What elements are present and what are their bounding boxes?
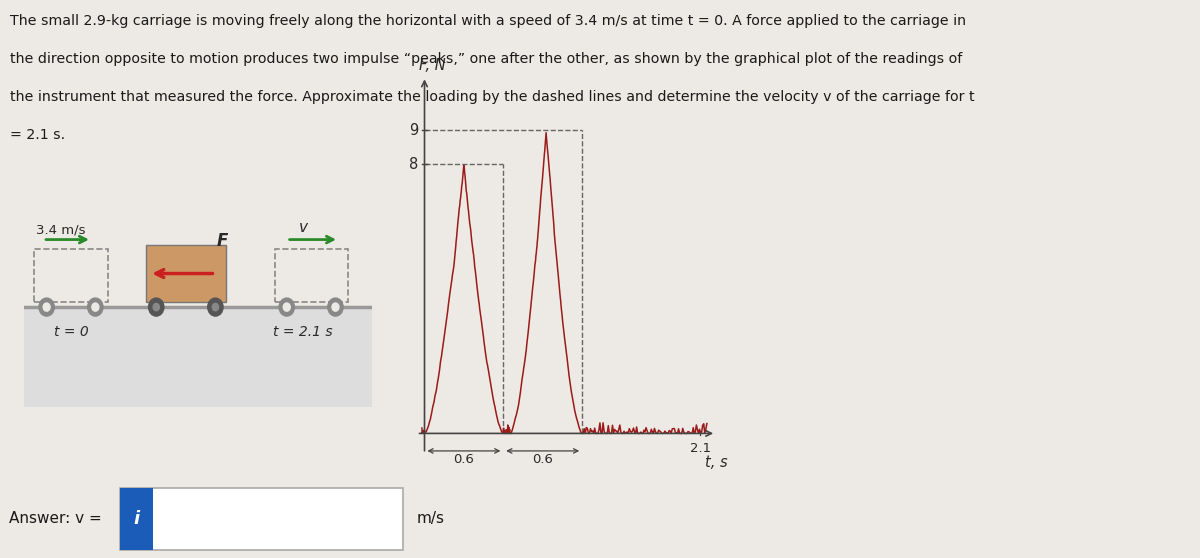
Circle shape xyxy=(149,298,164,316)
Circle shape xyxy=(38,298,54,316)
Circle shape xyxy=(208,298,223,316)
Circle shape xyxy=(154,304,160,311)
Bar xyxy=(120,488,154,550)
Text: t = 0: t = 0 xyxy=(54,325,89,339)
Text: v: v xyxy=(299,220,308,235)
Circle shape xyxy=(332,303,338,311)
Text: 3.4 m/s: 3.4 m/s xyxy=(36,223,85,237)
Bar xyxy=(120,488,403,550)
Circle shape xyxy=(92,303,98,311)
Text: 9: 9 xyxy=(409,123,419,138)
Bar xyxy=(275,249,348,302)
Text: the instrument that measured the force. Approximate the loading by the dashed li: the instrument that measured the force. … xyxy=(10,90,974,104)
Circle shape xyxy=(328,298,343,316)
Text: Answer: v =: Answer: v = xyxy=(8,512,101,526)
Bar xyxy=(35,249,108,302)
Text: the direction opposite to motion produces two impulse “peaks,” one after the oth: the direction opposite to motion produce… xyxy=(10,52,962,66)
Text: 2.1: 2.1 xyxy=(690,442,710,455)
Text: 8: 8 xyxy=(409,157,419,171)
Text: 0.6: 0.6 xyxy=(533,453,553,466)
Circle shape xyxy=(43,303,50,311)
Text: t, s: t, s xyxy=(704,455,727,470)
Text: F: F xyxy=(217,232,228,250)
Text: F, N: F, N xyxy=(419,58,446,73)
Circle shape xyxy=(280,298,294,316)
Bar xyxy=(146,245,226,302)
Text: 0.6: 0.6 xyxy=(454,453,474,466)
Text: = 2.1 s.: = 2.1 s. xyxy=(10,128,65,142)
Circle shape xyxy=(283,303,290,311)
Circle shape xyxy=(88,298,103,316)
Text: The small 2.9-kg carriage is moving freely along the horizontal with a speed of : The small 2.9-kg carriage is moving free… xyxy=(10,14,966,28)
Text: t = 2.1 s: t = 2.1 s xyxy=(272,325,332,339)
Text: m/s: m/s xyxy=(416,512,444,526)
Bar xyxy=(24,307,372,407)
Text: i: i xyxy=(133,510,139,528)
Circle shape xyxy=(212,304,218,311)
